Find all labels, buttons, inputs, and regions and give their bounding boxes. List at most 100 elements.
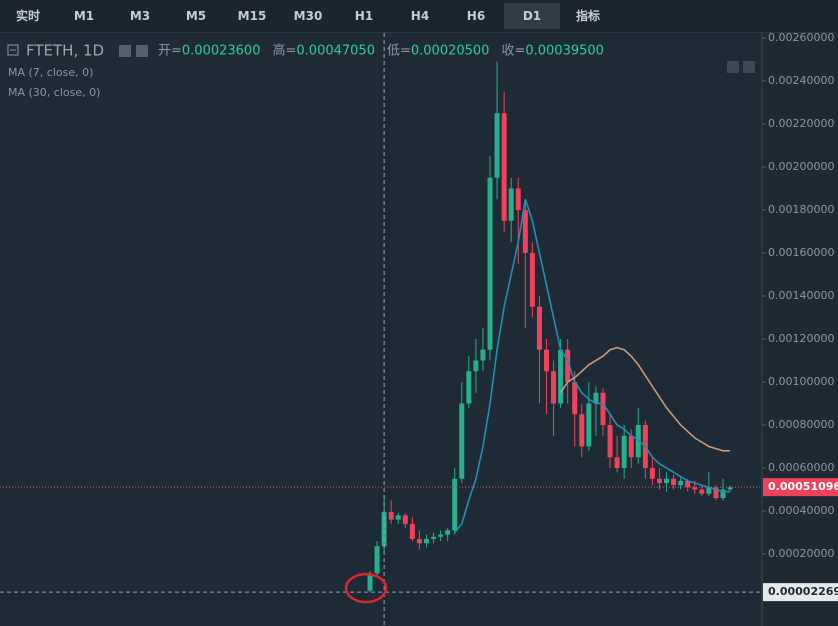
legend-value: 0.00020500 [411,44,490,59]
legend-entry: MA (30, close, 0) [8,86,100,99]
candle-body [544,349,549,372]
candle-body [395,515,401,520]
y-tick-label: 0.00140000 [768,289,834,302]
legend-label: 低= [387,44,411,59]
timeframe-button[interactable]: M15 [237,9,267,23]
candle-body [593,392,599,404]
candle-body [586,403,592,447]
timeframe-button[interactable]: H6 [466,9,486,23]
candle-body [445,530,451,535]
scale-icon [743,61,755,73]
timeframe-button[interactable]: H4 [410,9,430,23]
candle-body [494,113,500,178]
candle-body [529,252,535,307]
ma-line [454,198,731,534]
candle-body [614,457,620,468]
y-tick-label: 0.00200000 [768,160,834,173]
y-tick-label: 0.00160000 [768,246,834,259]
candle-body [374,546,380,574]
timeframe-button[interactable]: D1 [504,3,560,29]
candle-body [551,371,557,404]
candle-body [600,392,606,425]
y-tick-label: 0.00180000 [768,203,834,216]
crosshair-tag [763,583,838,602]
candle-body [480,349,486,361]
candle-body [487,177,493,350]
candle-body [685,480,691,488]
y-tick-label: 0.00120000 [768,332,834,345]
last-price-label: 0.00051096 [768,480,838,493]
candle-body [416,538,422,544]
last-price-tag [763,478,838,497]
y-tick-label: 0.00080000 [768,418,834,431]
timeframe-button[interactable]: H1 [354,9,374,23]
candle-body [402,515,408,524]
crosshair-label: 0.00002269 [768,585,838,598]
timeframe-button[interactable]: 实时 [15,9,40,23]
candle-body [579,414,585,447]
settings-icon [119,45,131,57]
y-tick-label: 0.00220000 [768,117,834,130]
candle-body [565,349,571,382]
chart: FTETH, 1D 0.00020000 0.00040000 0.00060000… [0,33,838,626]
legend-value: 0.00023600 [182,44,261,59]
candle-body [656,478,662,484]
candle-body [431,536,437,539]
highlight-circle [344,572,388,604]
candle-body [558,349,564,404]
timeframe-button[interactable]: M30 [293,9,323,23]
y-tick-label: 0.00100000 [768,375,834,388]
toolbar: 实时 M1 M3 M5 M15 M30 H1 H4 H6 D1 指标 [0,0,838,33]
candle-body [692,487,698,490]
legend-label: 开= [158,44,182,59]
candle-body [452,478,458,531]
candle-body [678,480,684,486]
candle-body [381,512,387,547]
legend-value: 0.00047050 [296,44,375,59]
legend-value: 0.00039500 [525,44,604,59]
candle-body [388,512,394,520]
y-tick-label: 0.00060000 [768,461,834,474]
candle-body [367,573,373,591]
candle-body [508,188,514,221]
ma-line [559,346,731,452]
timeframe-button[interactable]: M5 [185,9,207,23]
settings-icon [136,45,148,57]
plot-bg [0,33,762,626]
candle-body [671,478,677,486]
candle-body [621,435,627,468]
chart-title: FTETH, 1D [26,42,104,60]
candle-body [727,487,733,490]
timeframe-button[interactable]: 指标 [575,9,600,23]
timeframe-button[interactable]: M1 [73,9,95,23]
candle-body [664,478,670,484]
candle-body [649,467,655,479]
candle-body [438,534,444,537]
candle-body [473,360,479,372]
candle-body [536,306,542,350]
candle-body [423,538,429,544]
y-tick-label: 0.00020000 [768,547,834,560]
candle-body [572,381,578,415]
candle-body [720,489,726,499]
scale-icon [727,61,739,73]
candle-body [607,424,613,458]
collapse-icon [7,44,19,56]
candle-body [515,188,521,210]
y-tick-label: 0.00040000 [768,504,834,517]
candle-body [501,113,507,221]
legend-label: 收= [501,44,525,59]
y-tick-label: 0.00260000 [768,33,834,44]
candle-body [522,209,528,253]
candle-body [628,435,634,458]
candle-body [459,403,465,479]
legend-entry: MA (7, close, 0) [8,66,93,79]
candle-body [699,489,705,494]
candle-body [706,487,712,494]
candle-body [466,371,472,404]
candle-body [713,487,719,499]
y-tick-label: 0.00240000 [768,74,834,87]
candle-body [409,523,415,539]
timeframe-button[interactable]: M3 [129,9,151,23]
